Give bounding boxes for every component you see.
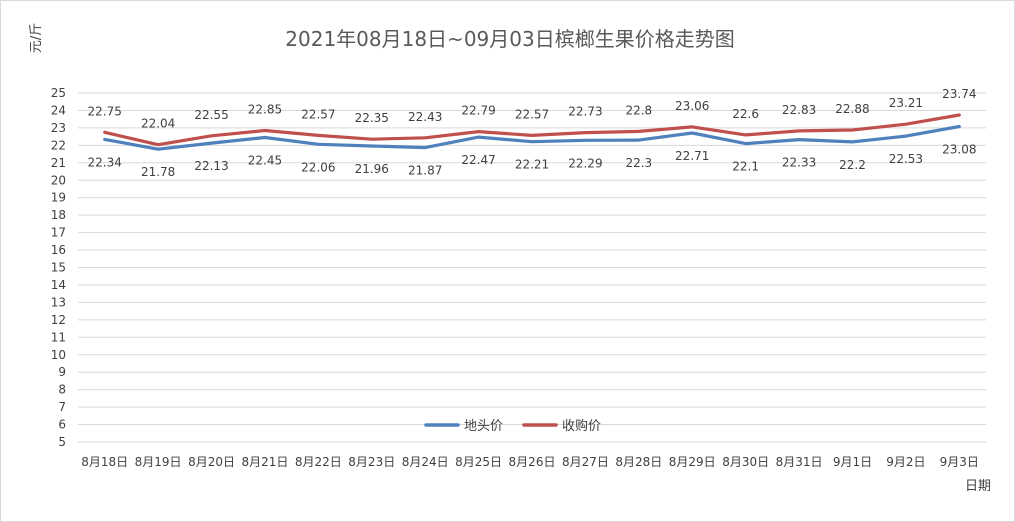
x-tick-label: 8月29日 xyxy=(669,455,716,469)
data-label: 23.08 xyxy=(942,143,976,157)
y-axis-ticks: 5 6 7 8 9 10 11 12 13 14 15 16 17 18 19 20 21 22 23 24 25 xyxy=(51,86,66,449)
data-label: 22.35 xyxy=(355,111,389,125)
x-tick-label: 8月20日 xyxy=(188,455,235,469)
data-label: 22.04 xyxy=(141,117,175,131)
data-label: 22.83 xyxy=(782,103,816,117)
y-tick-label: 9 xyxy=(58,365,66,379)
x-tick-label: 8月24日 xyxy=(402,455,449,469)
x-tick-label: 8月19日 xyxy=(135,455,182,469)
series-line-0 xyxy=(103,124,961,151)
x-tick-label: 8月30日 xyxy=(722,455,769,469)
x-tick-label: 8月26日 xyxy=(509,455,556,469)
y-tick-label: 15 xyxy=(51,261,66,275)
x-tick-label: 8月28日 xyxy=(615,455,662,469)
y-tick-label: 6 xyxy=(58,418,66,432)
x-tick-label: 8月22日 xyxy=(295,455,342,469)
y-tick-label: 13 xyxy=(51,295,66,309)
legend-label: 地头价 xyxy=(464,419,503,434)
data-label: 22.8 xyxy=(625,103,652,117)
series-line-1 xyxy=(103,113,961,147)
data-label: 22.34 xyxy=(88,155,122,169)
data-label: 22.06 xyxy=(301,160,335,174)
data-label: 22.75 xyxy=(88,104,122,118)
y-tick-label: 17 xyxy=(51,226,66,240)
data-label: 22.55 xyxy=(194,108,228,122)
y-tick-label: 19 xyxy=(51,191,66,205)
data-label: 23.06 xyxy=(675,99,709,113)
data-label: 22.45 xyxy=(248,153,282,167)
data-label: 22.43 xyxy=(408,110,442,124)
y-tick-label: 21 xyxy=(51,156,66,170)
y-axis-title: 元/斤 xyxy=(29,23,44,53)
x-tick-label: 8月21日 xyxy=(241,455,288,469)
data-label: 22.47 xyxy=(461,153,495,167)
y-tick-label: 24 xyxy=(51,103,66,117)
y-tick-label: 23 xyxy=(51,121,66,135)
y-tick-label: 7 xyxy=(58,400,66,414)
legend: 地头价 收购价 xyxy=(424,418,601,434)
y-tick-label: 16 xyxy=(51,243,66,257)
data-label: 22.1 xyxy=(732,160,759,174)
data-label: 21.96 xyxy=(355,162,389,176)
data-label: 23.74 xyxy=(942,87,976,101)
y-tick-label: 18 xyxy=(51,208,66,222)
y-tick-label: 14 xyxy=(51,278,66,292)
x-tick-label: 8月31日 xyxy=(776,455,823,469)
x-axis-title: 日期 xyxy=(965,479,991,494)
data-label: 22.71 xyxy=(675,149,709,163)
grid-lines xyxy=(78,92,986,443)
data-label: 23.21 xyxy=(889,96,923,110)
y-tick-label: 11 xyxy=(51,330,66,344)
y-tick-label: 25 xyxy=(51,86,66,100)
data-label: 22.53 xyxy=(889,152,923,166)
chart-title: 2021年08月18日~09月03日槟榔生果价格走势图 xyxy=(285,27,734,51)
data-label: 22.33 xyxy=(782,156,816,170)
legend-label: 收购价 xyxy=(562,418,601,434)
data-label: 22.2 xyxy=(839,158,866,172)
x-tick-label: 8月25日 xyxy=(455,455,502,469)
data-label: 22.73 xyxy=(568,105,602,119)
data-label: 22.79 xyxy=(461,104,495,118)
y-tick-label: 5 xyxy=(58,435,66,449)
data-label: 22.57 xyxy=(515,107,549,121)
y-tick-label: 8 xyxy=(58,383,66,397)
x-tick-label: 9月3日 xyxy=(940,455,979,469)
data-label: 21.87 xyxy=(408,164,442,178)
x-tick-label: 8月23日 xyxy=(348,455,395,469)
x-tick-label: 9月2日 xyxy=(886,455,925,469)
data-label: 22.88 xyxy=(835,102,869,116)
y-tick-label: 22 xyxy=(51,138,66,152)
data-label: 22.29 xyxy=(568,156,602,170)
data-label: 22.85 xyxy=(248,103,282,117)
data-label: 22.6 xyxy=(732,107,759,121)
x-tick-label: 9月1日 xyxy=(833,455,872,469)
x-tick-label: 8月27日 xyxy=(562,455,609,469)
data-label: 22.13 xyxy=(194,159,228,173)
data-label: 21.78 xyxy=(141,165,175,179)
data-label: 22.3 xyxy=(625,156,652,170)
x-axis-ticks: 8月18日 8月19日 8月20日 8月21日 8月22日 8月23日 8月24日 8月25日… xyxy=(81,455,979,469)
x-tick-label: 8月18日 xyxy=(81,455,128,469)
y-tick-label: 12 xyxy=(51,313,66,327)
series-lines xyxy=(103,113,961,151)
data-label: 22.21 xyxy=(515,158,549,172)
y-tick-label: 10 xyxy=(51,348,66,362)
data-labels: 22.34 21.78 22.13 22.45 22.06 21.96 21.87 22.47… xyxy=(88,87,977,179)
data-label: 22.57 xyxy=(301,107,335,121)
y-tick-label: 20 xyxy=(51,173,66,187)
